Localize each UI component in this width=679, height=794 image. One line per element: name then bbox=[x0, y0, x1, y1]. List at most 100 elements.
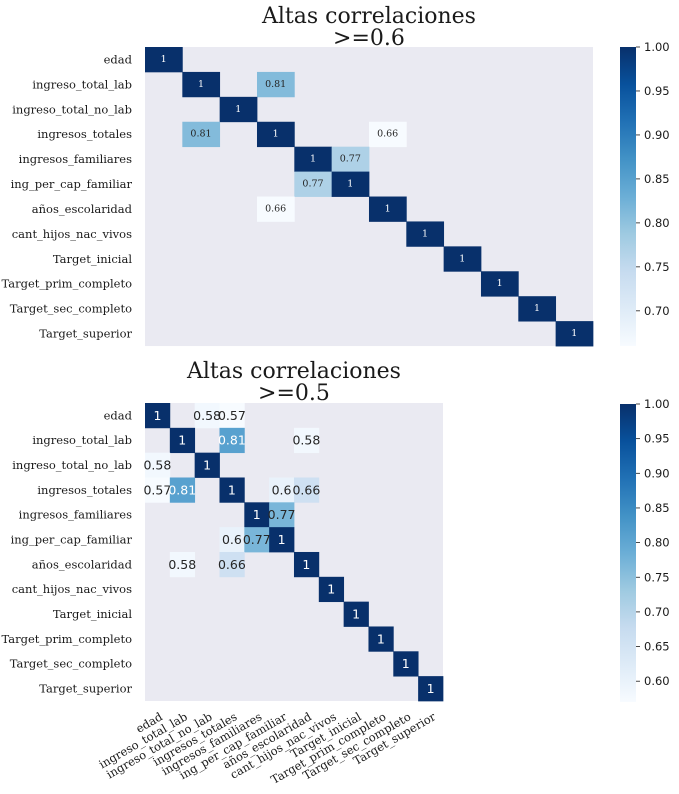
cell-annotation-r6-c6: 1 bbox=[385, 203, 391, 214]
cell-annotation-r9-c9: 1 bbox=[497, 278, 503, 289]
heatmap-cell-r11-c11 bbox=[418, 676, 444, 702]
heatmap-cell-r4-c4 bbox=[294, 146, 333, 172]
heatmap-cell-r3-c1 bbox=[169, 477, 196, 503]
cell-annotation-r5-c5: 1 bbox=[278, 532, 286, 547]
cell-annotation-r3-c3: 1 bbox=[273, 129, 279, 140]
heatmap-cell-r0-c3 bbox=[219, 403, 245, 429]
cell-annotation-r6-c3: 0.66 bbox=[218, 557, 246, 572]
heatmap-cell-r0-c0 bbox=[145, 403, 171, 429]
cell-annotation-r4-c4: 1 bbox=[310, 154, 316, 165]
heatmap-high-correlations-0.6: Altas correlaciones>=0.6 1 1 0.81 1 0.81 1 0.66… bbox=[1, 4, 670, 347]
heatmap-cell-r2-c0 bbox=[145, 452, 171, 478]
heatmap-cell-r3-c3 bbox=[219, 477, 245, 503]
y-tick-label-target-prim-completo: Target_prim_completo bbox=[1, 277, 132, 291]
cell-annotation-r0-c2: 0.58 bbox=[193, 408, 221, 423]
heatmap-cell-r10-c10 bbox=[518, 296, 557, 322]
heatmap-cell-r7-c7 bbox=[406, 221, 445, 247]
heatmap-high-correlations-0.5: Altas correlaciones>=0.51 0.580.571 0.81 0.… bbox=[1, 359, 669, 787]
heatmap-cell-r6-c3 bbox=[256, 196, 295, 222]
colorbar-tick-label: 0.90 bbox=[644, 128, 670, 142]
heatmap-cell-r2-c2 bbox=[194, 452, 220, 478]
y-tick-label-target-inicial: Target_inicial bbox=[53, 607, 132, 621]
cell-annotation-r1-c3: 0.81 bbox=[265, 79, 286, 90]
cell-annotation-r11-c11: 1 bbox=[427, 681, 435, 696]
cell-annotation-r1-c3: 0.81 bbox=[218, 433, 246, 448]
heatmap-cell-r5-c5 bbox=[331, 171, 370, 197]
y-tick-label-ingresos-totales: ingresos_totales bbox=[37, 483, 132, 497]
heatmap-cell-r0-c0 bbox=[145, 47, 183, 73]
heatmap-cell-r7-c7 bbox=[318, 576, 345, 603]
chart-title-line-1: Altas correlaciones bbox=[261, 4, 476, 29]
cell-annotation-r4-c5: 0.77 bbox=[268, 507, 296, 522]
cell-annotation-r11-c11: 1 bbox=[571, 328, 577, 339]
y-tick-label-edad: edad bbox=[104, 52, 133, 66]
cell-annotation-r6-c6: 1 bbox=[302, 557, 310, 572]
heatmap-cell-r1-c1 bbox=[182, 71, 221, 98]
cell-annotation-r7-c7: 1 bbox=[422, 228, 428, 239]
colorbar bbox=[620, 404, 636, 702]
heatmap-cell-r10-c10 bbox=[393, 651, 419, 677]
cell-annotation-r3-c1: 0.81 bbox=[190, 129, 211, 140]
heatmap-cell-r1-c3 bbox=[219, 427, 245, 454]
cell-annotation-r3-c0: 0.57 bbox=[143, 482, 171, 497]
cell-annotation-r3-c3: 1 bbox=[228, 482, 236, 497]
heatmap-cell-r5-c4 bbox=[244, 527, 270, 553]
heatmap-cell-r5-c3 bbox=[219, 527, 245, 553]
cell-annotation-r9-c9: 1 bbox=[377, 631, 385, 646]
cell-annotation-r3-c1: 0.81 bbox=[168, 482, 196, 497]
cell-annotation-r4-c5: 0.77 bbox=[340, 154, 361, 165]
chart-title-line-1: Altas correlaciones bbox=[186, 359, 401, 384]
colorbar-tick-label: 0.95 bbox=[644, 84, 670, 98]
colorbar-tick-label: 1.00 bbox=[644, 397, 670, 411]
cell-annotation-r3-c6: 0.66 bbox=[377, 129, 398, 140]
y-tick-label-cant-hijos-nac-vivos: cant_hijos_nac_vivos bbox=[12, 227, 132, 241]
heatmap-cell-r4-c4 bbox=[244, 502, 270, 528]
y-tick-label-ing-per-cap-familiar: ing_per_cap_familiar bbox=[11, 177, 133, 191]
heatmap-cell-r6-c1 bbox=[169, 551, 196, 578]
cell-annotation-r4-c4: 1 bbox=[253, 507, 261, 522]
heatmap-cell-r3-c6 bbox=[368, 121, 407, 148]
cell-annotation-r2-c2: 1 bbox=[203, 458, 211, 473]
y-tick-label-ing-per-cap-familiar: ing_per_cap_familiar bbox=[11, 533, 133, 547]
cell-annotation-r6-c1: 0.58 bbox=[168, 557, 196, 572]
colorbar-tick-label: 0.70 bbox=[644, 605, 670, 619]
y-tick-label-ingresos-totales: ingresos_totales bbox=[37, 127, 132, 141]
y-tick-label-target-sec-completo: Target_sec_completo bbox=[10, 302, 132, 316]
y-tick-label-cant-hijos-nac-vivos: cant_hijos_nac_vivos bbox=[12, 582, 132, 596]
heatmap-cell-r6-c6 bbox=[293, 551, 320, 578]
cell-annotation-r10-c10: 1 bbox=[534, 303, 540, 314]
heatmap-cell-r8-c8 bbox=[343, 601, 369, 627]
cell-annotation-r8-c8: 1 bbox=[459, 253, 465, 264]
colorbar-tick-label: 0.85 bbox=[644, 501, 670, 515]
y-tick-label-ingreso-total-no-lab: ingreso_total_no_lab bbox=[12, 458, 132, 472]
y-tick-label-target-superior: Target_superior bbox=[39, 327, 132, 341]
cell-annotation-r8-c8: 1 bbox=[352, 607, 360, 622]
cell-annotation-r2-c2: 1 bbox=[235, 104, 241, 115]
cell-annotation-r10-c10: 1 bbox=[402, 656, 410, 671]
colorbar-tick-label: 0.65 bbox=[644, 640, 670, 654]
colorbar-tick-label: 0.75 bbox=[644, 570, 670, 584]
y-tick-label-ingreso-total-lab: ingreso_total_lab bbox=[32, 433, 132, 447]
cell-annotation-r1-c6: 0.58 bbox=[292, 433, 320, 448]
heatmap-cell-r9-c9 bbox=[480, 271, 519, 297]
y-tick-label-target-superior: Target_superior bbox=[39, 682, 132, 696]
cell-annotation-r0-c0: 1 bbox=[161, 54, 167, 65]
colorbar-tick-label: 0.95 bbox=[644, 432, 670, 446]
heatmap-cell-r3-c1 bbox=[182, 121, 221, 148]
cell-annotation-r5-c5: 1 bbox=[347, 179, 353, 190]
heatmap-cell-r4-c5 bbox=[269, 502, 295, 528]
heatmap-cell-r3-c3 bbox=[256, 121, 295, 148]
colorbar-tick-label: 0.70 bbox=[644, 304, 670, 318]
heatmap-cell-r3-c0 bbox=[145, 477, 171, 503]
colorbar bbox=[620, 47, 636, 346]
y-tick-label-target-inicial: Target_inicial bbox=[53, 252, 132, 266]
heatmap-cell-r11-c11 bbox=[555, 321, 594, 347]
colorbar-tick-label: 0.85 bbox=[644, 172, 670, 186]
y-tick-label-target-sec-completo: Target_sec_completo bbox=[10, 657, 132, 671]
heatmap-cell-r1-c6 bbox=[293, 427, 320, 454]
colorbar-tick-label: 1.00 bbox=[644, 40, 670, 54]
cell-annotation-r5-c3: 0.6 bbox=[222, 532, 242, 547]
cell-annotation-r1-c1: 1 bbox=[198, 79, 204, 90]
y-tick-label-ingresos-familiares: ingresos_familiares bbox=[19, 152, 132, 166]
